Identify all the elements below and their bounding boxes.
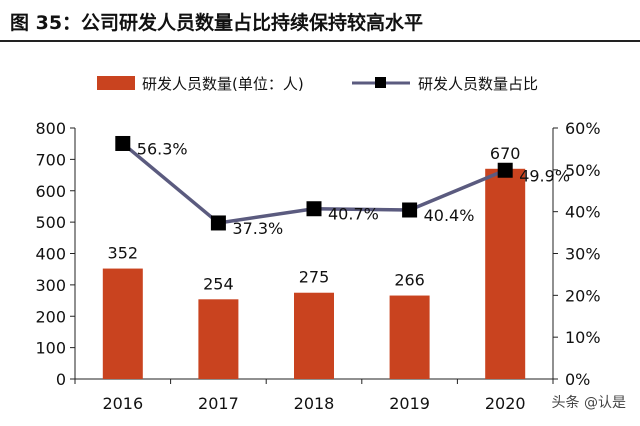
y-right-tick-label: 20%	[565, 286, 601, 305]
line-marker-2017	[210, 215, 226, 231]
bar-label-2016: 352	[108, 244, 139, 263]
y-left-tick-label: 100	[35, 339, 66, 358]
line-marker-2019	[402, 202, 418, 218]
legend-label-line: 研发人员数量占比	[418, 75, 538, 93]
legend-swatch-marker	[375, 77, 386, 88]
watermark: 头条 @认是	[551, 395, 626, 411]
bars	[102, 168, 526, 379]
line-marker-2018	[306, 201, 322, 217]
y-left-tick-label: 0	[56, 370, 66, 389]
bar-label-2018: 275	[299, 268, 330, 287]
axes: 0 100 200 300 400 500 600 700 800 0% 10% 20% 30% 40% 5…	[35, 119, 600, 413]
line-label-2016: 56.3%	[137, 139, 188, 158]
figure-title: 图 35：公司研发人员数量占比持续保持较高水平	[10, 12, 424, 34]
x-tick-label: 2020	[485, 394, 526, 413]
bar-2017	[198, 299, 239, 379]
line-label-2019: 40.4%	[424, 206, 475, 225]
data-labels: 352 254 275 266 670 56.3% 37.3% 40.7% 40.4% 49.9%	[108, 139, 571, 293]
x-tick-label: 2016	[102, 394, 143, 413]
y-right-tick-label: 0%	[565, 370, 590, 389]
bar-2020	[485, 168, 526, 379]
x-tick-label: 2018	[294, 394, 335, 413]
legend-label-bar: 研发人员数量(单位：人)	[142, 75, 304, 93]
x-tick-label: 2019	[389, 394, 430, 413]
line-marker-2020	[497, 162, 513, 178]
line-label-2018: 40.7%	[328, 205, 379, 224]
y-left-tick-label: 800	[35, 119, 66, 138]
legend: 研发人员数量(单位：人) 研发人员数量占比	[97, 75, 538, 93]
y-right-tick-label: 10%	[565, 328, 601, 347]
legend-swatch-bar	[97, 76, 135, 90]
x-tick-label: 2017	[198, 394, 239, 413]
ratio-line	[115, 135, 513, 231]
bar-2018	[294, 292, 334, 379]
y-right-tick-label: 50%	[565, 161, 601, 180]
y-left-tick-label: 500	[35, 213, 66, 232]
y-right-tick-label: 40%	[565, 203, 601, 222]
y-left-tick-label: 200	[35, 307, 66, 326]
title-rule	[0, 40, 640, 42]
line-label-2020: 49.9%	[519, 166, 570, 185]
y-left-tick-label: 600	[35, 182, 66, 201]
line-marker-2016	[115, 135, 131, 151]
y-left-tick-label: 300	[35, 276, 66, 295]
y-right-tick-label: 30%	[565, 245, 601, 264]
bar-label-2020: 670	[490, 144, 521, 163]
bar-label-2019: 266	[394, 271, 425, 290]
y-right-tick-label: 60%	[565, 119, 601, 138]
bar-2019	[389, 295, 430, 379]
y-left-tick-label: 400	[35, 245, 66, 264]
bar-label-2017: 254	[203, 274, 234, 293]
line-label-2017: 37.3%	[232, 219, 283, 238]
bar-2016	[102, 268, 143, 379]
y-left-tick-label: 700	[35, 150, 66, 169]
